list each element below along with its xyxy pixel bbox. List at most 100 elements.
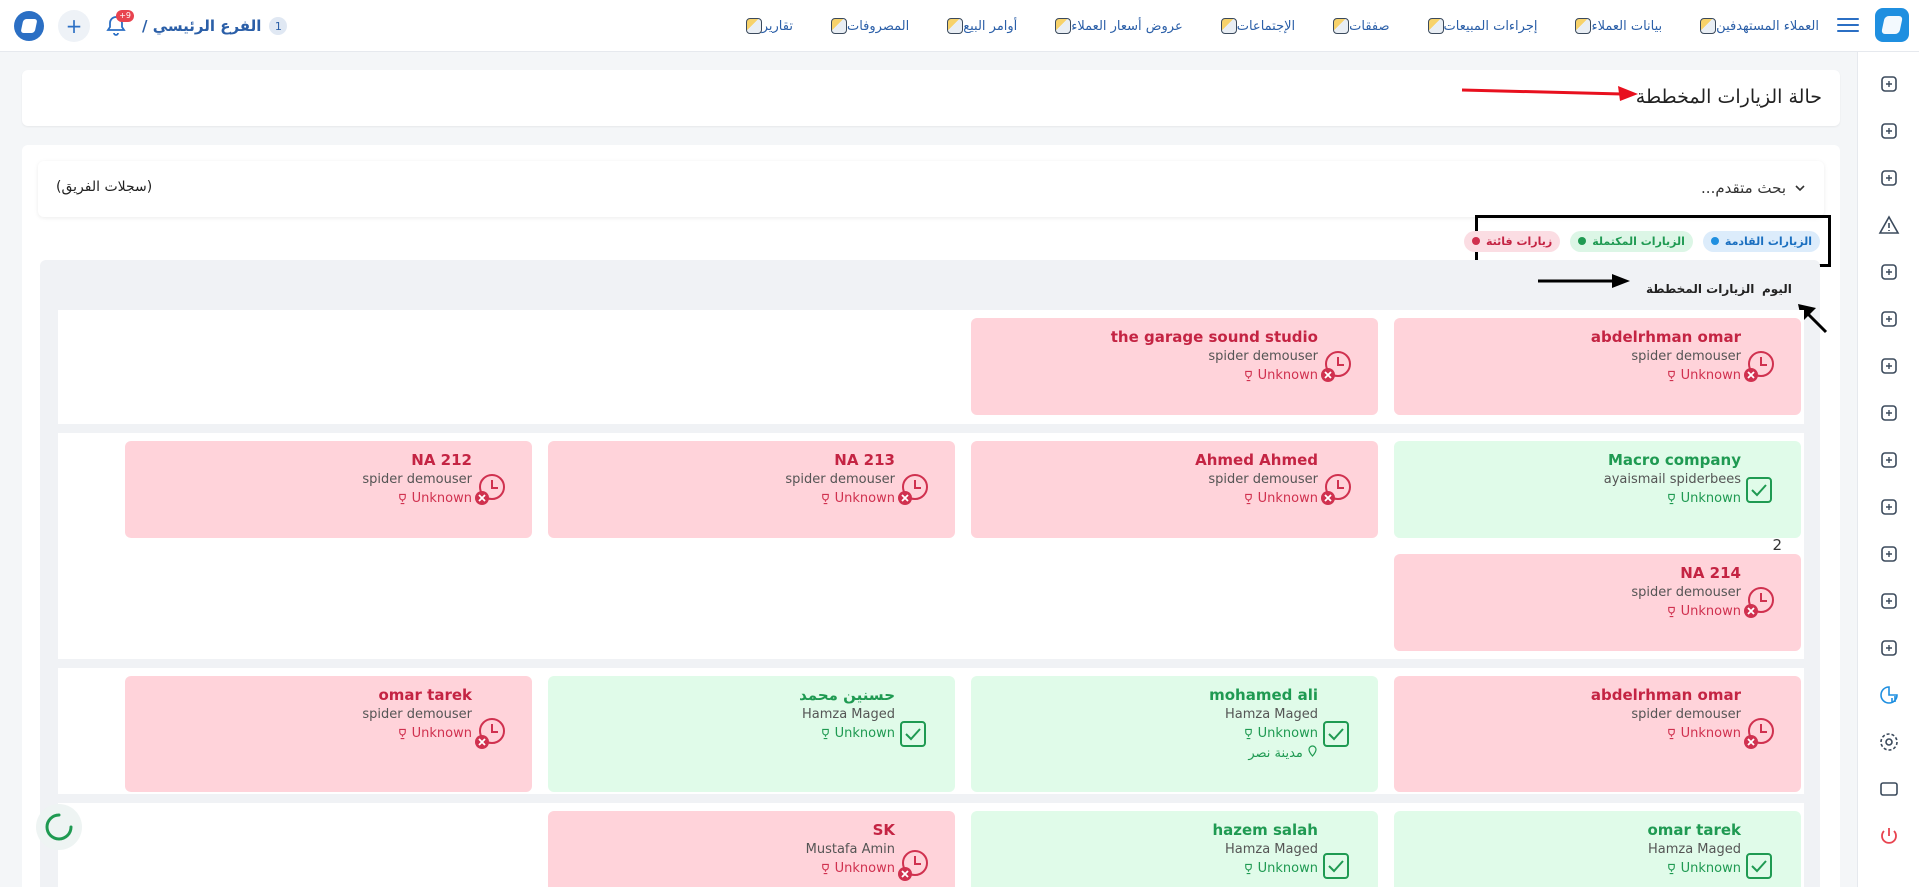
signature-icon [1880, 404, 1897, 421]
title-card: حالة الزيارات المخططة [22, 70, 1840, 126]
trophy-icon [1667, 370, 1675, 381]
nav-target-customers[interactable]: العملاء المستهدفين [1694, 18, 1819, 34]
visit-card[interactable]: NA 212 spider demouser Unknown [125, 441, 532, 538]
visit-card[interactable]: hazem salah Hamza Maged Unknown [971, 811, 1378, 887]
completed-check-icon [1323, 721, 1349, 747]
sidebar-item-user-settings[interactable] [1858, 530, 1919, 577]
missed-clock-icon [1321, 474, 1351, 505]
visit-stage-text: Unknown [1680, 604, 1741, 619]
branch-label: الفرع الرئيسي / [142, 17, 262, 35]
trophy-icon [1244, 863, 1252, 874]
branch-icon [1880, 75, 1897, 92]
missed-clock-icon [898, 850, 928, 881]
visit-card[interactable]: omar tarek Hamza Maged Unknown [1394, 811, 1801, 887]
sidebar-item-cash[interactable] [1858, 154, 1919, 201]
visit-stage: Unknown [981, 491, 1318, 506]
right-sidebar [1857, 52, 1919, 887]
visit-card[interactable]: abdelrhman omar spider demouser Unknown [1394, 318, 1801, 415]
sidebar-item-settings[interactable] [1858, 718, 1919, 765]
visit-card[interactable]: abdelrhman omar spider demouser Unknown [1394, 676, 1801, 792]
visit-customer-name: mohamed ali [1209, 686, 1318, 704]
missed-clock-icon [475, 474, 505, 505]
sidebar-item-vehicles[interactable] [1858, 483, 1919, 530]
advanced-search-bar[interactable]: بحث متقدم... (سجلات الفريق) [38, 161, 1824, 217]
header-day: اليوم [1762, 282, 1792, 296]
sidebar-item-road[interactable] [1858, 295, 1919, 342]
nav-meetings[interactable]: الإجتماعات [1215, 18, 1295, 34]
visit-customer-name: abdelrhman omar [1590, 328, 1741, 346]
advanced-search-toggle[interactable]: بحث متقدم... [1701, 179, 1806, 197]
top-left-controls: + +9 1 الفرع الرئيسي / [14, 8, 288, 44]
sidebar-item-document-search[interactable] [1858, 624, 1919, 671]
completed-check-icon [1746, 477, 1772, 503]
visit-assignee: spider demouser [1208, 349, 1318, 364]
branch-selector[interactable]: 1 الفرع الرئيسي / [142, 17, 288, 35]
visit-card[interactable]: the garage sound studio spider demouser Un… [971, 318, 1378, 415]
sidebar-item-analytics[interactable] [1858, 671, 1919, 718]
sidebar-item-window[interactable] [1858, 765, 1919, 812]
legend-completed: الزيارات المكتملة [1570, 230, 1693, 252]
visit-customer-name: Macro company [1607, 451, 1741, 469]
sidebar-item-add-document[interactable] [1858, 577, 1919, 624]
annotation-red-arrow [1461, 86, 1638, 101]
team-records-label: (سجلات الفريق) [56, 179, 153, 195]
notification-badge: +9 [116, 10, 134, 22]
visit-stage-text: Unknown [1680, 726, 1741, 741]
nav-deals[interactable]: صفقات [1327, 18, 1390, 34]
visit-card[interactable]: NA 213 spider demouser Unknown [548, 441, 955, 538]
nav-sales-actions[interactable]: إجراءات المبيعات [1422, 18, 1537, 34]
sidebar-item-team[interactable] [1858, 107, 1919, 154]
trophy-icon [821, 728, 829, 739]
visit-assignee: spider demouser [1631, 585, 1741, 600]
visit-stage: Unknown [981, 726, 1318, 741]
visit-card[interactable]: Ahmed Ahmed spider demouser Unknown [971, 441, 1378, 538]
sidebar-item-signature[interactable] [1858, 389, 1919, 436]
visit-card[interactable]: SK Mustafa Amin Unknown [548, 811, 955, 887]
visit-assignee: Mustafa Amin [805, 842, 895, 857]
brand-icon[interactable] [14, 11, 44, 41]
nav-expenses[interactable]: المصروفات [825, 18, 909, 34]
sidebar-item-branch[interactable] [1858, 60, 1919, 107]
visit-assignee: spider demouser [1631, 707, 1741, 722]
visit-card[interactable]: حسنين محمد Hamza Maged Unknown [548, 676, 955, 792]
sidebar-item-truck[interactable] [1858, 436, 1919, 483]
legend-missed: زيارات فائتة [1464, 230, 1561, 252]
add-button[interactable]: + [58, 10, 90, 42]
visit-stage-text: Unknown [1680, 368, 1741, 383]
trophy-icon [1244, 370, 1252, 381]
visit-stage-text: Unknown [1257, 726, 1318, 741]
visit-card[interactable]: omar tarek spider demouser Unknown [125, 676, 532, 792]
sidebar-item-alert[interactable] [1858, 201, 1919, 248]
trophy-icon [1244, 728, 1252, 739]
sidebar-item-video[interactable] [1858, 248, 1919, 295]
user-settings-icon [1880, 545, 1897, 562]
visit-stage: Unknown [558, 861, 895, 876]
sidebar-item-invoice[interactable] [1858, 342, 1919, 389]
sidebar-item-power[interactable] [1858, 812, 1919, 859]
nav-reports[interactable]: تقارير [740, 18, 793, 34]
deals-icon [1333, 18, 1350, 34]
nav-quotes[interactable]: عروض أسعار العملاء [1049, 18, 1183, 34]
visit-assignee: Hamza Maged [1224, 707, 1318, 722]
nav-sales-orders[interactable]: أوامر البيع [941, 18, 1017, 34]
visit-card[interactable]: Macro company ayaismail spiderbees Unknown [1394, 441, 1801, 538]
cash-icon [1880, 169, 1897, 186]
trophy-icon [398, 728, 406, 739]
top-bar: العملاء المستهدفين بيانات العملاء إجراءا… [0, 0, 1919, 52]
invoice-icon [1880, 357, 1897, 374]
menu-icon[interactable] [1837, 14, 1859, 36]
trophy-icon [1667, 493, 1675, 504]
visit-customer-name: NA 213 [834, 451, 895, 469]
road-icon [1880, 310, 1897, 327]
visit-card[interactable]: NA 214 spider demouser Unknown [1394, 554, 1801, 651]
notifications-button[interactable]: +9 [104, 10, 134, 38]
visit-stage-text: Unknown [1680, 861, 1741, 876]
visit-card[interactable]: mohamed ali Hamza Maged Unknown مدينة نصر [971, 676, 1378, 792]
nav-customer-data[interactable]: بيانات العملاء [1569, 18, 1662, 34]
visit-customer-name: SK [872, 821, 895, 839]
visit-customer-name: omar tarek [378, 686, 472, 704]
settings-icon [1879, 732, 1898, 751]
page-title: حالة الزيارات المخططة [1635, 86, 1822, 108]
app-logo[interactable] [1875, 8, 1909, 42]
